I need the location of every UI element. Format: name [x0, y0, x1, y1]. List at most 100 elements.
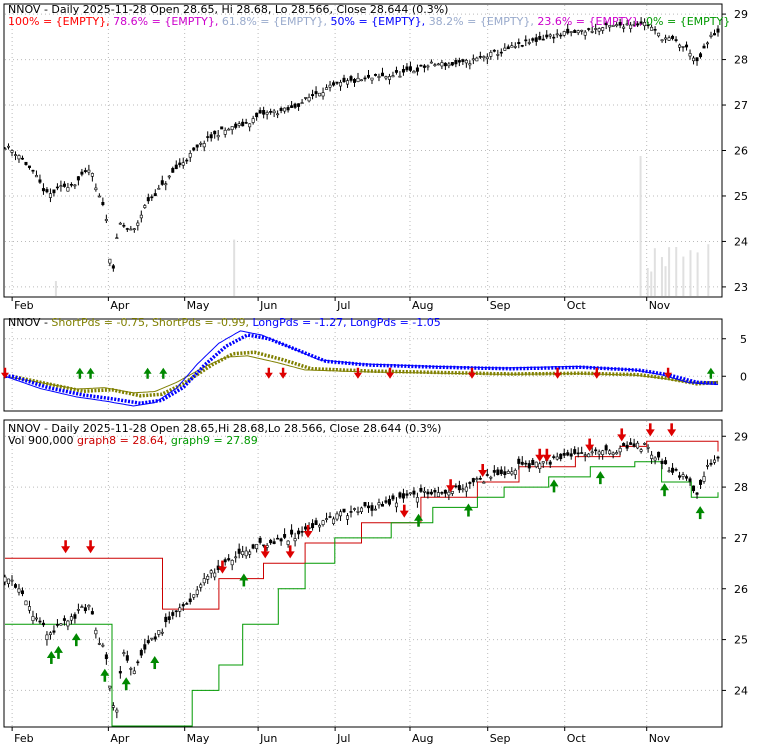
candle — [258, 537, 262, 543]
candle — [328, 84, 332, 88]
candle — [391, 75, 395, 78]
candle — [597, 28, 601, 32]
candle — [562, 31, 566, 36]
candle — [223, 559, 227, 563]
x-tick-label: Apr — [110, 732, 130, 745]
x-tick-label: Sep — [490, 299, 511, 312]
candle — [555, 456, 559, 460]
candle — [384, 76, 388, 79]
candle — [615, 24, 619, 27]
fib-level-label: 50% = {EMPTY}, — [331, 15, 429, 28]
candle — [101, 644, 105, 647]
candle — [153, 636, 157, 640]
candle — [478, 56, 482, 58]
volume-bar — [650, 271, 653, 296]
candle — [492, 470, 496, 473]
candle — [622, 26, 626, 29]
candle — [429, 61, 433, 64]
candle — [80, 171, 84, 175]
buy-arrow — [53, 645, 63, 653]
candle — [625, 23, 629, 26]
candle — [643, 443, 647, 445]
candle — [318, 92, 322, 97]
candle — [485, 474, 489, 476]
candle — [429, 491, 433, 495]
candle — [174, 610, 178, 613]
candle — [27, 606, 31, 611]
candle — [300, 102, 304, 104]
oscillator-line-thin — [4, 330, 719, 407]
candle — [55, 624, 59, 626]
buy-arrow-shaft — [57, 651, 60, 659]
sell-arrow — [478, 470, 488, 477]
buy-arrow-shaft — [417, 519, 420, 527]
candle — [171, 612, 175, 616]
candle — [265, 112, 269, 115]
candle — [104, 219, 108, 221]
candle — [695, 492, 699, 495]
oscillator-chart: 5 0 NNOV - ShortPds = -0.75, ShortPds = -… — [1, 316, 747, 412]
candle — [667, 470, 671, 473]
candle — [699, 479, 703, 485]
candle — [559, 453, 563, 460]
candle — [674, 39, 678, 41]
candle — [398, 75, 402, 78]
candle — [447, 63, 451, 67]
buy-arrow — [75, 367, 84, 374]
candle — [321, 92, 325, 97]
candle — [353, 79, 357, 83]
candle — [401, 493, 405, 499]
candle — [590, 451, 594, 454]
candle — [692, 57, 696, 62]
candle — [538, 36, 542, 40]
sell-arrow — [260, 551, 270, 559]
candle — [685, 476, 689, 479]
candle — [31, 169, 35, 172]
candle — [685, 44, 689, 48]
support-band — [5, 461, 719, 727]
candle — [283, 107, 287, 112]
sell-arrow-shaft — [356, 367, 360, 374]
candle — [678, 475, 682, 478]
sell-arrow — [667, 429, 677, 437]
candle — [513, 469, 517, 475]
candle — [174, 164, 178, 170]
volume-bar — [689, 250, 692, 296]
sell-arrow-shaft — [306, 525, 310, 532]
candle — [506, 46, 510, 50]
candle — [639, 21, 643, 25]
fib-level-label: 100% = {EMPTY}, — [8, 15, 113, 28]
candle — [520, 45, 524, 47]
candle — [94, 187, 98, 191]
candle — [216, 135, 220, 138]
candle — [373, 508, 377, 511]
candle — [171, 168, 175, 173]
legend-entry: graph8 = 28.64, — [77, 434, 171, 447]
candle — [559, 34, 563, 37]
candle — [443, 489, 447, 494]
x-tick-label: Feb — [14, 299, 33, 312]
candle — [325, 518, 329, 520]
candle — [706, 464, 710, 467]
candle — [94, 629, 98, 635]
x-tick-label: May — [187, 732, 210, 745]
candle — [17, 155, 21, 160]
candle — [139, 214, 143, 219]
candle — [464, 59, 468, 64]
candle — [38, 179, 42, 183]
candle — [206, 136, 210, 138]
candle — [41, 622, 45, 626]
candle — [618, 447, 622, 453]
candle — [657, 32, 661, 37]
candle — [534, 461, 538, 468]
candle — [59, 623, 63, 626]
resistance-band — [5, 440, 719, 610]
y-tick-label: 29 — [734, 430, 748, 443]
candle — [164, 183, 168, 186]
candle — [436, 63, 440, 66]
candle — [286, 540, 290, 545]
buy-arrow — [150, 656, 160, 664]
candle — [157, 630, 161, 635]
candle — [356, 77, 360, 82]
candle — [304, 97, 308, 99]
